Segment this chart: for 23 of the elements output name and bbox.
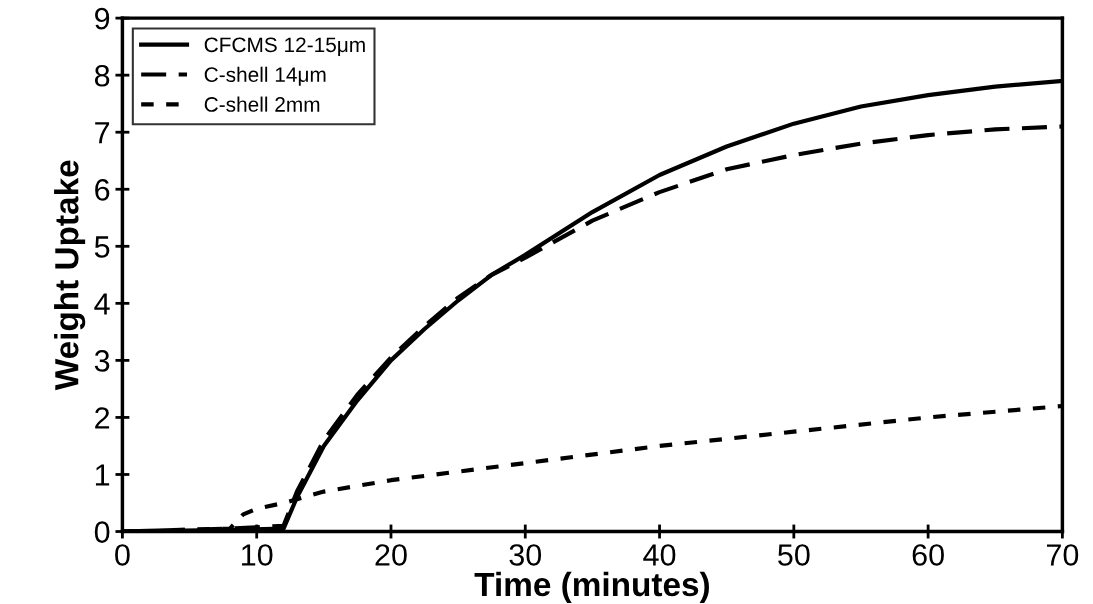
x-tick-label: 70 <box>1046 544 1079 566</box>
y-tick-label: 2 <box>95 407 110 429</box>
y-tick-label: 9 <box>95 7 110 30</box>
x-tick-label: 0 <box>115 544 130 566</box>
x-axis-title: Time (minutes) <box>474 571 709 603</box>
y-tick-label: 7 <box>95 122 110 144</box>
y-axis-title: Weight Uptake <box>54 160 86 391</box>
y-tick-label: 3 <box>94 350 110 372</box>
x-tick-label: 60 <box>912 544 944 566</box>
x-tick-label: 50 <box>778 544 810 566</box>
y-tick-label: 4 <box>94 293 110 315</box>
y-tick-label: 0 <box>94 521 110 543</box>
x-tick-label: 10 <box>242 544 273 566</box>
x-tick-label: 30 <box>509 544 542 566</box>
legend-label: C-shell 2mm <box>204 96 320 112</box>
y-tick-label: 1 <box>95 464 110 486</box>
y-tick-label: 5 <box>94 236 110 258</box>
x-tick-label: 20 <box>375 544 407 566</box>
y-tick-label: 8 <box>94 64 110 87</box>
legend-label: CFCMS 12-15μm <box>204 37 365 56</box>
legend-label: C-shell 14μm <box>204 66 326 86</box>
y-tick-label: 6 <box>95 178 110 201</box>
x-tick-label: 40 <box>643 544 676 566</box>
